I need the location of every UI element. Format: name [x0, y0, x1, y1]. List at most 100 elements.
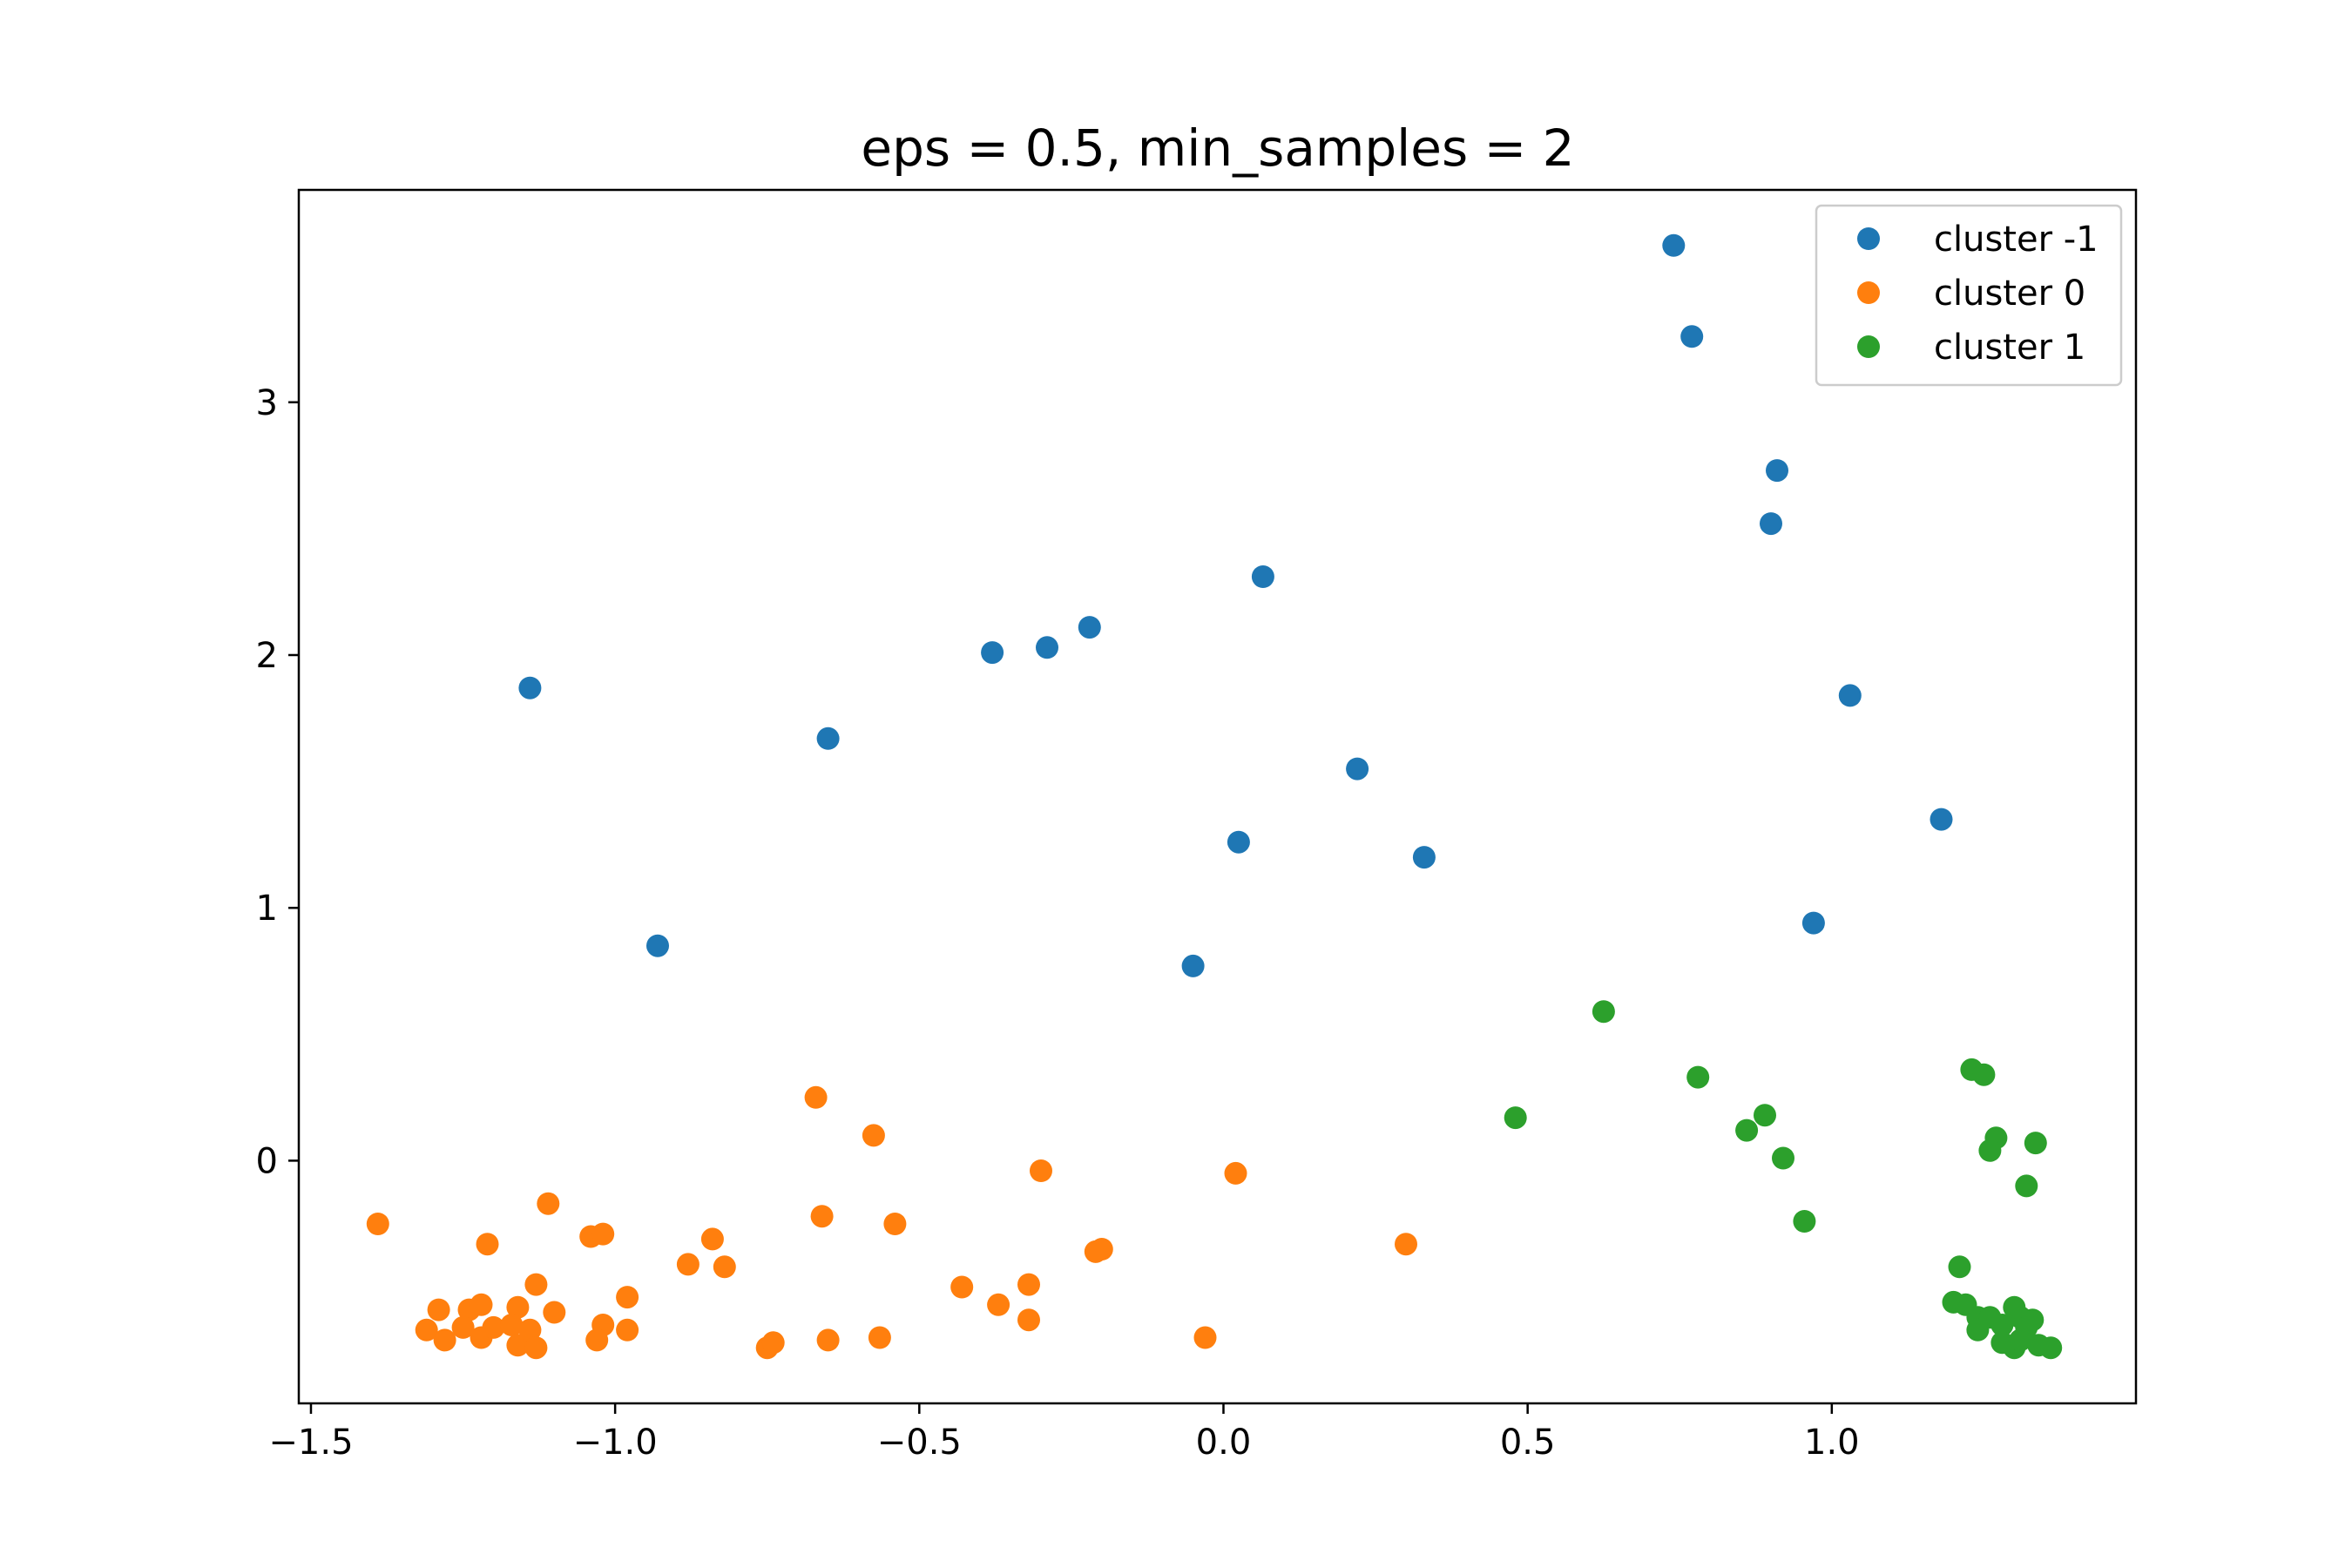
data-point: [1251, 565, 1274, 588]
x-tick-label: −0.5: [877, 1423, 962, 1463]
data-point: [1224, 1161, 1247, 1185]
legend-marker: [1857, 281, 1880, 304]
data-point: [1966, 1318, 1990, 1342]
data-point: [1978, 1139, 2002, 1162]
chart-title: eps = 0.5, min_samples = 2: [861, 118, 1574, 178]
data-point: [616, 1286, 639, 1309]
x-tick-label: −1.0: [573, 1423, 658, 1463]
data-point: [470, 1293, 493, 1316]
data-point: [1735, 1119, 1759, 1142]
data-point: [987, 1293, 1010, 1316]
data-point: [676, 1253, 700, 1276]
data-point: [1754, 1104, 1776, 1127]
data-point: [1793, 1210, 1816, 1233]
data-point: [1760, 512, 1782, 536]
x-tick-label: 0.5: [1500, 1423, 1556, 1463]
legend-marker: [1857, 227, 1880, 250]
data-point: [1036, 636, 1058, 659]
legend-label: cluster 0: [1934, 274, 2085, 314]
data-point: [524, 1273, 548, 1296]
data-point: [816, 727, 840, 750]
x-tick-label: 0.0: [1196, 1423, 1252, 1463]
data-point: [366, 1213, 389, 1235]
data-point: [1838, 684, 1862, 707]
data-point: [1592, 1000, 1615, 1024]
ticks-layer: −1.5 −1.0 −0.5 0.0 0.5 1.0 0 1 2 3: [256, 383, 1860, 1463]
data-point: [1990, 1314, 2014, 1336]
legend-marker: [1857, 335, 1880, 358]
data-point: [591, 1222, 615, 1246]
data-point: [537, 1192, 560, 1215]
data-point: [981, 641, 1004, 665]
data-point: [524, 1336, 548, 1360]
data-point: [950, 1275, 974, 1299]
data-point: [506, 1295, 530, 1319]
data-point: [518, 1318, 542, 1342]
data-point: [482, 1315, 505, 1339]
data-point: [476, 1233, 499, 1256]
data-point: [804, 1085, 828, 1109]
data-point: [1395, 1233, 1417, 1256]
x-tick-label: −1.5: [268, 1423, 353, 1463]
data-point: [451, 1315, 475, 1339]
data-point: [1772, 1146, 1794, 1170]
legend-label: cluster -1: [1934, 220, 2099, 260]
data-point: [1662, 233, 1686, 257]
data-point: [868, 1326, 891, 1349]
data-point: [862, 1124, 885, 1147]
legend-label: cluster 1: [1934, 328, 2085, 368]
data-point: [616, 1318, 639, 1342]
data-point: [2024, 1132, 2047, 1155]
data-point: [1017, 1273, 1040, 1296]
data-point: [518, 676, 542, 700]
data-point: [2021, 1308, 2044, 1332]
data-point: [415, 1318, 438, 1342]
data-point: [810, 1205, 834, 1228]
series-1: [366, 1085, 1417, 1360]
data-point: [1930, 808, 1953, 831]
plot-frame: [297, 188, 2138, 1405]
y-tick-label: 0: [256, 1141, 278, 1181]
data-point: [816, 1328, 840, 1352]
series-0: [518, 233, 1953, 977]
data-point: [1030, 1159, 1052, 1182]
series-2: [1504, 1000, 2063, 1360]
data-point: [761, 1331, 785, 1355]
data-point: [506, 1334, 530, 1357]
data-point: [427, 1298, 450, 1321]
data-point: [1084, 1240, 1107, 1263]
data-point: [700, 1227, 724, 1251]
data-point: [1346, 757, 1369, 781]
data-point: [713, 1255, 736, 1279]
data-point: [1504, 1106, 1527, 1130]
data-point: [1686, 1065, 1710, 1089]
data-point: [1680, 325, 1704, 348]
data-point: [1227, 830, 1250, 854]
data-point: [1017, 1308, 1040, 1332]
legend-box: [1815, 204, 2123, 387]
data-point: [585, 1328, 609, 1352]
data-point: [1801, 911, 1825, 935]
data-point: [1412, 846, 1436, 869]
legend: cluster -1 cluster 0 cluster 1: [1815, 204, 2123, 387]
y-tick-label: 3: [256, 383, 278, 423]
data-point: [433, 1328, 456, 1352]
data-point: [1181, 954, 1205, 977]
data-point: [2039, 1336, 2063, 1360]
y-tick-label: 1: [256, 889, 278, 929]
data-point: [2009, 1328, 2032, 1352]
data-point: [543, 1301, 566, 1324]
data-point: [1078, 616, 1101, 639]
data-point: [1193, 1326, 1217, 1349]
data-point: [1972, 1063, 1996, 1086]
points-layer: [366, 233, 2063, 1360]
x-tick-label: 1.0: [1804, 1423, 1860, 1463]
y-tick-label: 2: [256, 636, 278, 676]
data-point: [500, 1314, 524, 1336]
data-point: [883, 1213, 907, 1235]
data-point: [2015, 1174, 2038, 1198]
data-point: [1948, 1255, 1971, 1279]
data-point: [646, 934, 669, 957]
data-point: [1766, 459, 1788, 483]
